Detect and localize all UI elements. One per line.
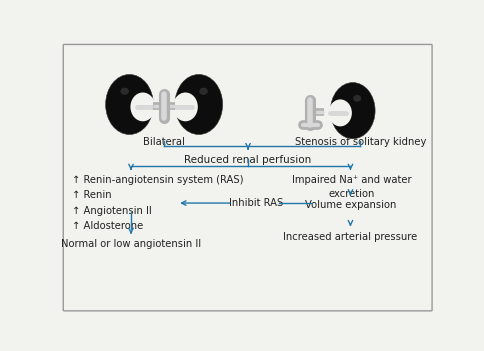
Text: Stenosis of solitary kidney: Stenosis of solitary kidney [295,137,426,147]
Text: Normal or low angiotensin II: Normal or low angiotensin II [61,239,201,249]
Ellipse shape [199,88,208,95]
Text: Volume expansion: Volume expansion [305,200,396,210]
Text: Reduced renal perfusion: Reduced renal perfusion [184,155,312,165]
Text: ↑ Renin-angiotensin system (RAS)
↑ Renin
↑ Angiotensin II
↑ Aldosterone: ↑ Renin-angiotensin system (RAS) ↑ Renin… [73,174,244,231]
Ellipse shape [173,92,198,121]
Ellipse shape [353,95,361,102]
Ellipse shape [329,99,352,126]
Text: Bilateral: Bilateral [143,137,185,147]
Ellipse shape [121,88,129,95]
Text: Increased arterial pressure: Increased arterial pressure [283,232,418,241]
FancyBboxPatch shape [63,45,432,311]
Ellipse shape [106,74,153,134]
Text: Inhibit RAS: Inhibit RAS [228,198,283,208]
Text: Impaired Na⁺ and water
excretion: Impaired Na⁺ and water excretion [292,174,412,199]
Ellipse shape [175,74,223,134]
Ellipse shape [130,92,155,121]
Ellipse shape [331,82,375,139]
